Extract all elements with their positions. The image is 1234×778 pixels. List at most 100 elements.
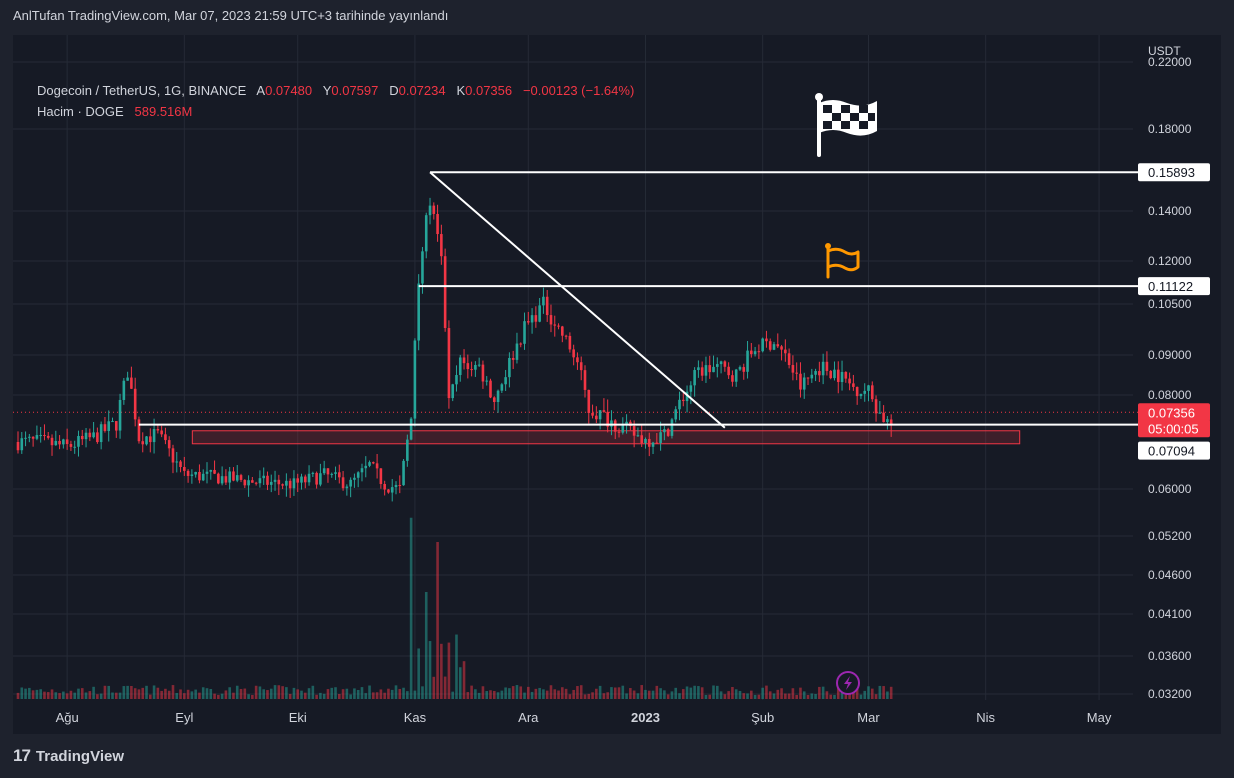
volume-bar bbox=[167, 690, 171, 699]
candle-body bbox=[681, 399, 685, 402]
candle-body bbox=[545, 296, 549, 316]
volume-bar bbox=[130, 685, 133, 699]
candle-body bbox=[818, 371, 821, 376]
candle-body bbox=[734, 369, 738, 382]
volume-bar bbox=[689, 687, 693, 699]
candle-body bbox=[508, 357, 511, 378]
volume-bar bbox=[874, 694, 878, 699]
candle-body bbox=[330, 473, 334, 475]
candle-body bbox=[874, 399, 878, 414]
candle-body bbox=[266, 475, 269, 485]
candle-body bbox=[160, 430, 163, 435]
volume-bars bbox=[16, 517, 893, 699]
volume-bar bbox=[273, 685, 277, 699]
volume-bar bbox=[470, 685, 473, 699]
price-tag-bg bbox=[1138, 419, 1210, 438]
volume-bar bbox=[390, 689, 394, 699]
volume-bar bbox=[678, 693, 681, 699]
candle-body bbox=[708, 365, 712, 373]
candle-body bbox=[583, 370, 587, 390]
volume-bar bbox=[613, 687, 617, 699]
candle-body bbox=[281, 484, 284, 486]
candle-body bbox=[311, 472, 315, 474]
candle-body bbox=[787, 353, 791, 366]
volume-bar bbox=[281, 686, 284, 699]
time-tick-label: Ağu bbox=[56, 710, 79, 725]
candle-body bbox=[194, 471, 197, 475]
volume-bar bbox=[761, 687, 764, 699]
symbol-title[interactable]: Dogecoin / TetherUS, 1G, BINANCE bbox=[37, 83, 247, 98]
candle-body bbox=[46, 435, 50, 438]
candle-body bbox=[765, 338, 768, 342]
volume-label[interactable]: Hacim · DOGE bbox=[37, 104, 124, 119]
candle-body bbox=[712, 366, 715, 373]
candle-body bbox=[235, 475, 239, 481]
volume-bar bbox=[621, 685, 625, 699]
time-tick-label: Nis bbox=[976, 710, 995, 725]
volume-bar bbox=[35, 689, 39, 699]
candle-body bbox=[62, 439, 65, 445]
volume-value: 589.516M bbox=[134, 104, 193, 119]
candle-body bbox=[228, 471, 231, 483]
candle-body bbox=[768, 341, 772, 350]
volume-bar bbox=[160, 690, 163, 699]
candle-body bbox=[515, 343, 519, 360]
volume-bar bbox=[859, 694, 863, 699]
volume-bar bbox=[617, 687, 621, 699]
candle-body bbox=[534, 315, 538, 322]
candle-body bbox=[338, 472, 341, 478]
volume-bar bbox=[103, 685, 107, 699]
candle-body bbox=[69, 444, 73, 447]
volume-bar bbox=[296, 689, 300, 699]
tradingview-logo[interactable]: 17 TradingView bbox=[13, 746, 124, 766]
candle-body bbox=[821, 361, 825, 376]
volume-bar bbox=[247, 694, 250, 699]
candle-body bbox=[799, 373, 802, 390]
price-tick-label: 0.12000 bbox=[1148, 254, 1192, 268]
candle-body bbox=[368, 462, 371, 466]
volume-bar bbox=[409, 517, 413, 699]
candle-body bbox=[92, 432, 95, 438]
candle-body bbox=[564, 335, 568, 337]
price-chart[interactable]: USDT 0.22000 0.18000 0.14000 0.12000 0.10500… bbox=[13, 35, 1221, 734]
chart-panel[interactable]: USDT 0.22000 0.18000 0.14000 0.12000 0.10500… bbox=[13, 35, 1221, 734]
support-zone[interactable] bbox=[191, 430, 1021, 445]
volume-bar bbox=[632, 690, 636, 699]
volume-bar bbox=[183, 693, 186, 699]
candle-body bbox=[383, 483, 386, 490]
candle-body bbox=[35, 435, 39, 439]
candle-body bbox=[213, 469, 216, 474]
volume-bar bbox=[610, 687, 613, 699]
volume-bar bbox=[198, 692, 201, 699]
candle-body bbox=[141, 441, 145, 445]
candle-body bbox=[753, 351, 757, 355]
volume-bar bbox=[765, 685, 768, 699]
volume-bar bbox=[303, 692, 307, 699]
price-tag-bg bbox=[1138, 441, 1210, 460]
candle-body bbox=[519, 343, 523, 345]
candle-body bbox=[406, 439, 409, 461]
volume-bar bbox=[126, 685, 129, 699]
volume-bar bbox=[69, 690, 73, 699]
lightning-icon[interactable] bbox=[836, 671, 860, 695]
candle-body bbox=[568, 335, 572, 350]
time-axis[interactable]: Ağu Eyl Eki Kas Ara 2023 Şub Mar Nis May bbox=[56, 710, 1112, 725]
horizontal-levels[interactable] bbox=[138, 171, 1138, 426]
candle-body bbox=[421, 251, 424, 284]
candlesticks[interactable] bbox=[16, 197, 893, 502]
volume-bar bbox=[500, 690, 504, 699]
volume-bar bbox=[137, 689, 141, 699]
trendline[interactable] bbox=[429, 171, 726, 429]
volume-bar bbox=[122, 686, 126, 699]
change-value: −0.00123 (−1.64%) bbox=[522, 83, 635, 98]
volume-bar bbox=[387, 688, 390, 699]
candle-body bbox=[285, 480, 288, 486]
volume-bar bbox=[742, 693, 746, 699]
candle-body bbox=[201, 473, 205, 481]
candle-body bbox=[28, 436, 31, 438]
candle-body bbox=[848, 378, 851, 384]
price-axis[interactable]: USDT 0.22000 0.18000 0.14000 0.12000 0.10500… bbox=[1148, 44, 1192, 701]
volume-bar bbox=[428, 641, 432, 699]
candle-body bbox=[455, 375, 458, 385]
volume-bar bbox=[443, 676, 447, 699]
